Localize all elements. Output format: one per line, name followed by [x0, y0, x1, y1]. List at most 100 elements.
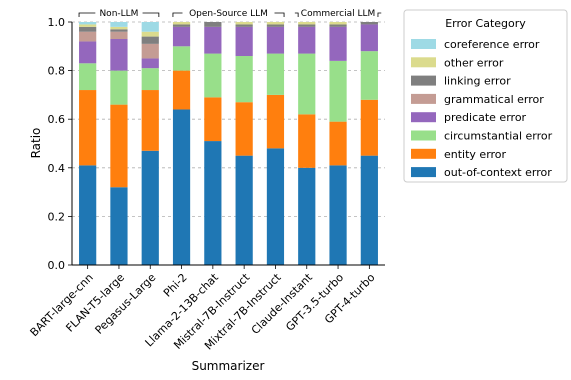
bar-segment — [204, 97, 222, 142]
bar-segment — [110, 22, 128, 27]
group-bracket-right — [377, 12, 382, 17]
bar-segment — [110, 29, 128, 32]
legend-swatch — [411, 112, 436, 123]
bar-segment — [141, 90, 159, 151]
bar-segment — [298, 24, 316, 27]
bar-segment — [235, 56, 253, 103]
group-brackets: Non-LLM Open-Source LLM Commercial LLM — [78, 9, 382, 19]
group-label: Commercial LLM — [301, 9, 375, 19]
bar-segment — [79, 63, 97, 91]
bar-segment — [329, 165, 347, 265]
legend-swatch — [411, 75, 436, 86]
group-bracket-left — [172, 12, 183, 17]
bar-segment — [329, 22, 347, 25]
bar-segment — [235, 22, 253, 25]
bar-segment — [360, 155, 378, 265]
bar-segment — [360, 22, 378, 25]
bar-segment — [298, 22, 316, 25]
bar-segment — [329, 26, 347, 61]
bar-segment — [329, 121, 347, 166]
bar-segment — [266, 24, 285, 27]
bar-segment — [141, 36, 159, 44]
legend-swatch — [411, 130, 436, 141]
bar-segment — [298, 114, 316, 168]
bar-segment — [204, 141, 222, 265]
group-bracket-left — [78, 12, 96, 17]
group-bracket-left — [294, 12, 299, 17]
bar-segment — [141, 150, 159, 265]
bar-segment — [110, 31, 128, 40]
bar-segment — [79, 26, 97, 32]
bar-segment — [141, 58, 159, 69]
y-tick-label: 1.0 — [48, 16, 66, 29]
bar-segment — [110, 26, 128, 30]
legend-swatch — [411, 148, 436, 159]
y-tick-label: 0.6 — [48, 113, 66, 126]
bar-segment — [110, 187, 128, 265]
bar-segment — [204, 22, 222, 27]
bar-segment — [172, 22, 191, 25]
group-bracket-right — [274, 12, 285, 17]
bar-segment — [79, 90, 97, 166]
bar-segment — [266, 148, 285, 265]
bar-segment — [266, 94, 285, 149]
bar-segment — [141, 43, 159, 59]
group-label: Non-LLM — [99, 9, 138, 19]
bar-segment — [266, 22, 285, 25]
bar-segment — [235, 24, 253, 27]
bar-segment — [329, 24, 347, 27]
bar-segment — [141, 22, 159, 32]
bar-segment — [329, 60, 347, 122]
bar-segment — [266, 53, 285, 95]
bar-segment — [79, 41, 97, 64]
legend-swatch — [411, 57, 436, 68]
bar-segment — [110, 70, 128, 105]
bar-segment — [360, 99, 378, 156]
bar-segment — [110, 104, 128, 188]
legend-label: out-of-context error — [444, 166, 552, 179]
y-tick-label: 0.4 — [48, 162, 66, 175]
bar-segment — [141, 31, 159, 37]
bar-segment — [298, 53, 316, 115]
bars — [79, 22, 378, 265]
bar-segment — [360, 51, 378, 100]
x-axis-label: Summarizer — [192, 359, 265, 373]
bar-segment — [204, 26, 222, 54]
legend: Error Category coreference error other err… — [403, 9, 568, 183]
y-tick-labels: 0.0 0.2 0.4 0.6 0.8 1.0 — [48, 16, 72, 272]
y-tick-label: 0.2 — [48, 210, 66, 223]
bar-segment — [298, 26, 316, 54]
legend-swatch — [411, 93, 436, 104]
x-tick-labels: BART-large-cnnFLAN-T5-largePegasus-Large… — [28, 265, 378, 352]
legend-label: entity error — [444, 148, 507, 161]
bar-segment — [79, 24, 97, 27]
y-tick-label: 0.8 — [48, 65, 66, 78]
bar-segment — [235, 155, 253, 265]
bar-segment — [79, 165, 97, 265]
bar-segment — [172, 109, 191, 265]
legend-swatch — [411, 167, 436, 178]
group-label: Open-Source LLM — [189, 9, 268, 19]
legend-label: linking error — [444, 75, 511, 88]
bar-segment — [110, 39, 128, 71]
y-axis-label: Ratio — [29, 128, 43, 159]
group-bracket-right — [142, 12, 160, 17]
legend-label: other error — [444, 56, 504, 69]
bar-segment — [79, 31, 97, 42]
bar-segment — [172, 24, 191, 27]
legend-title: Error Category — [445, 17, 526, 30]
bar-segment — [266, 26, 285, 54]
bar-segment — [360, 24, 378, 52]
bar-segment — [235, 26, 253, 57]
legend-swatch — [411, 39, 436, 49]
legend-label: grammatical error — [444, 93, 544, 106]
bar-segment — [172, 46, 191, 71]
bar-segment — [235, 102, 253, 156]
axes — [71, 22, 385, 266]
x-tick-label: Phi-2 — [161, 271, 190, 300]
bar-segment — [172, 26, 191, 47]
y-tick-label: 0.0 — [48, 259, 66, 272]
bar-segment — [298, 167, 316, 265]
bar-segment — [79, 22, 97, 25]
